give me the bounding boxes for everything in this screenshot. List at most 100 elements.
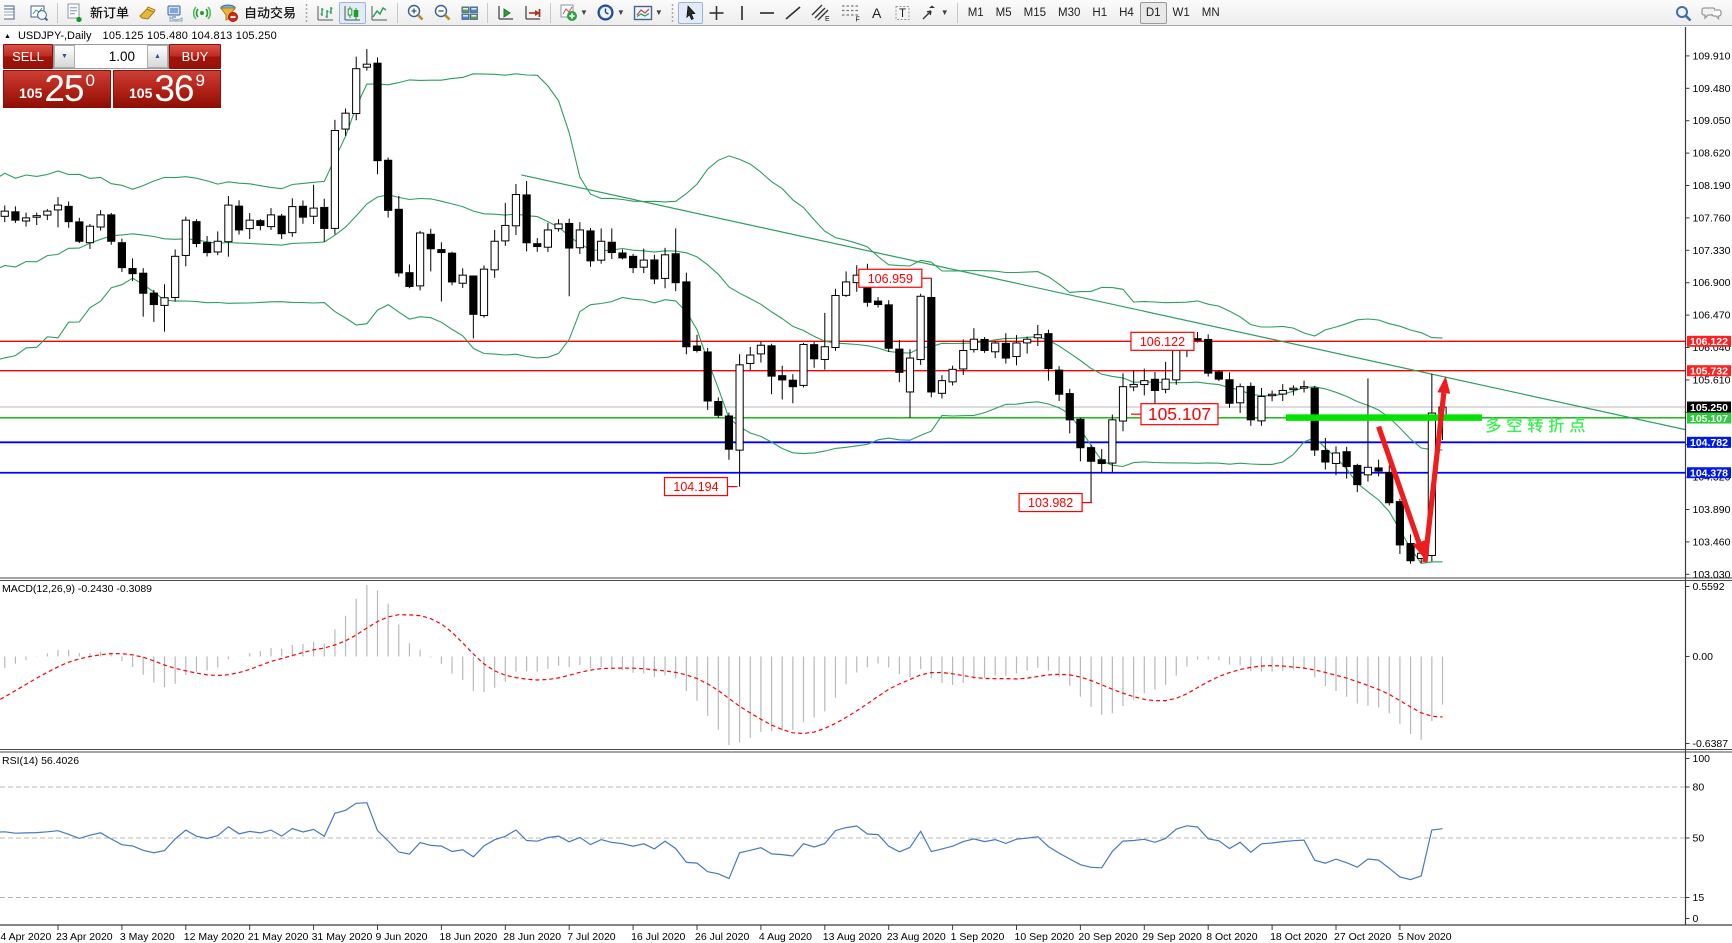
candle[interactable] bbox=[266, 208, 276, 230]
candle[interactable] bbox=[1385, 465, 1394, 506]
candle[interactable] bbox=[224, 196, 233, 257]
candle[interactable] bbox=[181, 216, 190, 267]
candle[interactable] bbox=[810, 342, 819, 368]
candle[interactable] bbox=[618, 249, 627, 260]
candle[interactable] bbox=[394, 196, 403, 277]
candle[interactable] bbox=[1289, 385, 1298, 396]
candle[interactable] bbox=[117, 238, 127, 272]
candle[interactable] bbox=[171, 249, 180, 302]
candle[interactable] bbox=[969, 328, 978, 353]
candle[interactable] bbox=[724, 412, 734, 460]
candle[interactable] bbox=[820, 312, 829, 370]
candle[interactable] bbox=[671, 228, 680, 292]
candle[interactable] bbox=[1257, 387, 1266, 426]
candle[interactable] bbox=[352, 56, 361, 121]
candle[interactable] bbox=[980, 337, 989, 353]
candle[interactable] bbox=[320, 198, 329, 242]
timeframe-m30-button[interactable]: M30 bbox=[1058, 6, 1081, 19]
timeframe-m5-button[interactable]: M5 bbox=[995, 6, 1012, 19]
candle[interactable] bbox=[192, 219, 201, 248]
candle[interactable] bbox=[501, 202, 510, 246]
candle[interactable] bbox=[873, 297, 883, 308]
timeframe-w1-button[interactable]: W1 bbox=[1172, 6, 1190, 19]
candle[interactable] bbox=[362, 49, 371, 71]
candle[interactable] bbox=[1055, 366, 1064, 402]
candle[interactable] bbox=[799, 342, 808, 388]
candle[interactable] bbox=[959, 339, 968, 376]
candle[interactable] bbox=[1086, 444, 1096, 503]
turning-point-bar[interactable] bbox=[1285, 414, 1482, 421]
indicators-button[interactable]: ▼ bbox=[555, 2, 592, 24]
templates-button[interactable]: ▼ bbox=[629, 2, 667, 24]
descending-trendline[interactable] bbox=[521, 174, 1686, 431]
candle[interactable] bbox=[1246, 382, 1255, 426]
candlestick-chart-button[interactable] bbox=[339, 1, 366, 24]
candle[interactable] bbox=[916, 293, 925, 365]
candle[interactable] bbox=[0, 205, 9, 223]
candle[interactable] bbox=[1140, 368, 1149, 396]
candle[interactable] bbox=[1299, 380, 1309, 393]
strategy-tester-button[interactable] bbox=[162, 2, 189, 24]
candle[interactable] bbox=[1342, 446, 1351, 479]
candle[interactable] bbox=[586, 227, 595, 267]
zoom-out-button[interactable] bbox=[429, 2, 456, 24]
candle[interactable] bbox=[213, 231, 222, 256]
candle[interactable] bbox=[895, 340, 904, 383]
candle[interactable] bbox=[788, 374, 797, 404]
candle[interactable] bbox=[1268, 390, 1277, 402]
candle[interactable] bbox=[937, 375, 947, 399]
candle[interactable] bbox=[149, 289, 158, 322]
candle[interactable] bbox=[96, 210, 105, 231]
candle[interactable] bbox=[948, 365, 957, 386]
candle[interactable] bbox=[1353, 463, 1362, 493]
candle[interactable] bbox=[1214, 370, 1223, 381]
candle[interactable] bbox=[330, 119, 339, 235]
candle[interactable] bbox=[639, 248, 648, 274]
candle[interactable] bbox=[1023, 336, 1032, 354]
chart-shift-button[interactable] bbox=[492, 2, 519, 24]
candle[interactable] bbox=[1129, 370, 1138, 392]
candle[interactable] bbox=[203, 236, 212, 257]
candle[interactable] bbox=[565, 218, 574, 297]
timeframe-d1-button[interactable]: D1 bbox=[1139, 1, 1167, 24]
candle[interactable] bbox=[692, 334, 702, 353]
candle[interactable] bbox=[991, 341, 1000, 359]
candle[interactable] bbox=[64, 201, 73, 228]
price-callout-105.107[interactable]: 105.107 bbox=[1130, 403, 1219, 426]
candle[interactable] bbox=[107, 213, 116, 245]
up-arrow[interactable] bbox=[1422, 376, 1451, 563]
candle[interactable] bbox=[405, 264, 414, 289]
chart-window[interactable]: 106.959 106.122 105.107 104.194 103.982 109.9… bbox=[0, 27, 1732, 943]
equidistant-channel-button[interactable]: E bbox=[806, 2, 836, 24]
candle[interactable] bbox=[660, 247, 670, 289]
candle[interactable] bbox=[1310, 385, 1319, 457]
candle[interactable] bbox=[479, 265, 489, 318]
crosshair-button[interactable] bbox=[703, 2, 730, 24]
candle[interactable] bbox=[309, 184, 318, 225]
candle[interactable] bbox=[75, 217, 84, 244]
candle[interactable] bbox=[543, 222, 552, 252]
candle[interactable] bbox=[21, 212, 31, 227]
candle[interactable] bbox=[1395, 498, 1405, 554]
zoom-in-button[interactable] bbox=[402, 2, 429, 24]
down-arrow[interactable] bbox=[1376, 425, 1425, 559]
candle[interactable] bbox=[458, 268, 467, 288]
candle[interactable] bbox=[1150, 371, 1160, 405]
candle[interactable] bbox=[256, 219, 265, 231]
volume-decrease-button[interactable]: ▼ bbox=[54, 45, 75, 68]
candle[interactable] bbox=[905, 349, 915, 418]
candle[interactable] bbox=[288, 198, 297, 237]
collapse-icon[interactable]: ▲ bbox=[4, 32, 11, 40]
candle[interactable] bbox=[682, 272, 691, 355]
timeframe-mn-button[interactable]: MN bbox=[1201, 6, 1220, 19]
text-box-button[interactable]: T bbox=[890, 2, 916, 24]
candle[interactable] bbox=[160, 284, 169, 332]
signals-button[interactable] bbox=[189, 2, 215, 24]
candle[interactable] bbox=[1406, 534, 1415, 564]
rsi-pane[interactable] bbox=[0, 786, 1686, 898]
candle[interactable] bbox=[714, 397, 723, 418]
candle[interactable] bbox=[245, 213, 254, 239]
candle[interactable] bbox=[1001, 333, 1010, 364]
price-callout-106.959[interactable]: 106.959 bbox=[858, 268, 932, 288]
candle[interactable] bbox=[277, 213, 286, 240]
